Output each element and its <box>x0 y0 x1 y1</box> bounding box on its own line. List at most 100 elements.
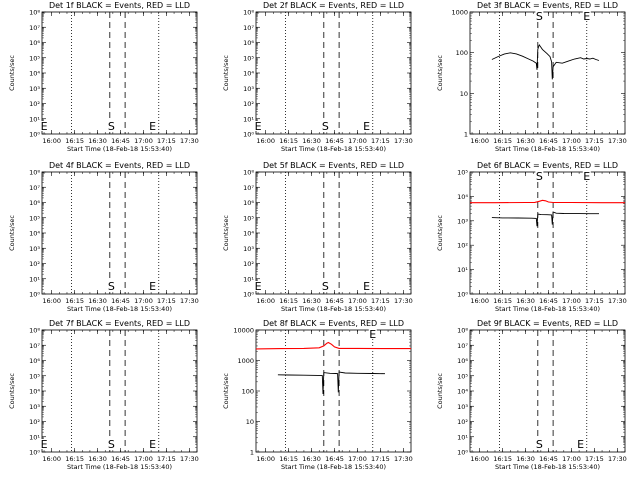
y-tick-label: 10⁷ <box>29 342 40 350</box>
x-tick-label: 17:15 <box>157 137 176 145</box>
y-tick-label: 10⁷ <box>29 184 40 192</box>
x-axis-label: Start Time (18-Feb-18 15:53:40) <box>495 305 600 313</box>
y-tick-label: 10⁵ <box>29 372 40 380</box>
x-tick-label: 17:30 <box>180 137 199 145</box>
y-tick-label: 10⁴ <box>29 70 40 78</box>
y-tick-label: 10⁷ <box>29 24 40 32</box>
panel-3: Det 3f BLACK = Events, RED = LLD 16:00 16:… <box>436 1 627 153</box>
x-tick-label: 17:15 <box>585 455 604 463</box>
y-tick-label: 10⁵ <box>243 214 254 222</box>
y-tick-label: 10¹ <box>243 115 254 123</box>
x-tick-label: 17:15 <box>371 297 390 305</box>
x-axis-label: Start Time (18-Feb-18 15:53:40) <box>281 463 386 471</box>
x-tick-label: 16:15 <box>493 455 512 463</box>
panel-title: Det 1f BLACK = Events, RED = LLD <box>49 1 190 10</box>
x-axis-label: Start Time (18-Feb-18 15:53:40) <box>495 463 600 471</box>
panel-title: Det 7f BLACK = Events, RED = LLD <box>49 319 190 328</box>
y-tick-label: 10⁰ <box>243 131 254 139</box>
panel-2: Det 2f BLACK = Events, RED = LLD 16:00 16:… <box>222 1 413 153</box>
y-tick-label: 10³ <box>243 245 254 253</box>
x-tick-label: 16:00 <box>42 455 61 463</box>
y-tick-label: 10⁴ <box>457 193 468 201</box>
y-tick-label: 10⁸ <box>457 327 468 335</box>
marker-label-e: E <box>583 10 590 23</box>
y-axis-label: Counts/sec <box>8 215 16 251</box>
marker-bg <box>362 121 371 131</box>
y-axis-label: Counts/sec <box>436 55 444 91</box>
y-tick-label: 100 <box>242 388 254 396</box>
y-tick-label: 10⁵ <box>457 372 468 380</box>
y-axis-label: Counts/sec <box>222 373 230 409</box>
y-tick-label: 10¹ <box>29 275 40 283</box>
x-tick-label: 16:15 <box>65 297 84 305</box>
y-tick-label: 10³ <box>457 403 468 411</box>
x-tick-label: 17:30 <box>608 297 627 305</box>
y-tick-label: 10 <box>460 90 468 98</box>
y-axis-label: Counts/sec <box>8 55 16 91</box>
y-tick-label: 1000 <box>237 357 254 365</box>
x-tick-label: 17:30 <box>180 455 199 463</box>
marker-label-e: E <box>363 120 370 133</box>
y-tick-label: 10⁰ <box>243 291 254 299</box>
marker-bg <box>576 439 585 449</box>
events-series-line <box>491 43 600 80</box>
marker-bg <box>107 281 116 291</box>
panel-title: Det 8f BLACK = Events, RED = LLD <box>263 319 404 328</box>
marker-label-e: E <box>149 438 156 451</box>
marker-bg <box>321 121 330 131</box>
x-tick-label: 16:15 <box>279 137 298 145</box>
marker-label-e: E <box>369 328 376 341</box>
y-tick-label: 10000 <box>233 327 254 335</box>
x-tick-label: 17:30 <box>394 297 413 305</box>
x-tick-label: 17:30 <box>608 137 627 145</box>
lld-series-line <box>255 341 411 350</box>
y-tick-label: 10⁴ <box>243 70 254 78</box>
marker-label-e: E <box>41 120 48 133</box>
y-tick-label: 10¹ <box>457 433 468 441</box>
marker-label-s: S <box>108 280 115 293</box>
y-tick-label: 10⁵ <box>243 54 254 62</box>
marker-label-e: E <box>255 280 262 293</box>
y-tick-label: 10⁷ <box>243 184 254 192</box>
y-tick-label: 10⁵ <box>29 54 40 62</box>
x-tick-label: 16:45 <box>539 297 558 305</box>
y-tick-label: 10⁸ <box>29 327 40 335</box>
y-tick-label: 10⁶ <box>243 199 254 207</box>
plot-frame <box>469 329 626 453</box>
panel-6: Det 6f BLACK = Events, RED = LLD 16:00 16:… <box>436 161 627 313</box>
marker-label-e: E <box>363 280 370 293</box>
y-tick-label: 10¹ <box>457 266 468 274</box>
y-tick-label: 10² <box>243 100 254 108</box>
x-tick-label: 17:15 <box>585 137 604 145</box>
marker-bg <box>40 439 49 449</box>
marker-label-e: E <box>255 120 262 133</box>
panel-title: Det 9f BLACK = Events, RED = LLD <box>477 319 618 328</box>
y-tick-label: 10⁴ <box>29 388 40 396</box>
panel-title: Det 6f BLACK = Events, RED = LLD <box>477 161 618 170</box>
y-tick-label: 10² <box>29 100 40 108</box>
plot-frame <box>469 171 626 295</box>
y-tick-label: 10³ <box>243 85 254 93</box>
marker-label-e: E <box>583 170 590 183</box>
x-axis-label: Start Time (18-Feb-18 15:53:40) <box>495 145 600 153</box>
x-tick-label: 17:15 <box>371 137 390 145</box>
y-axis-label: Counts/sec <box>222 215 230 251</box>
x-tick-label: 17:00 <box>562 297 581 305</box>
x-tick-label: 16:30 <box>88 297 107 305</box>
y-tick-label: 10² <box>243 260 254 268</box>
y-axis-label: Counts/sec <box>222 55 230 91</box>
x-tick-label: 17:15 <box>371 455 390 463</box>
x-tick-label: 16:30 <box>88 137 107 145</box>
plot-frame <box>41 329 198 453</box>
plot-frame <box>255 11 412 135</box>
x-tick-label: 16:00 <box>470 297 489 305</box>
lld-series-line <box>470 199 625 204</box>
x-tick-label: 16:15 <box>279 455 298 463</box>
marker-bg <box>535 171 544 181</box>
events-series-line <box>277 371 386 395</box>
marker-label-s: S <box>108 438 115 451</box>
y-tick-label: 10⁰ <box>29 131 40 139</box>
y-tick-label: 10⁸ <box>29 169 40 177</box>
plot-frame <box>255 171 412 295</box>
x-tick-label: 16:45 <box>111 297 130 305</box>
